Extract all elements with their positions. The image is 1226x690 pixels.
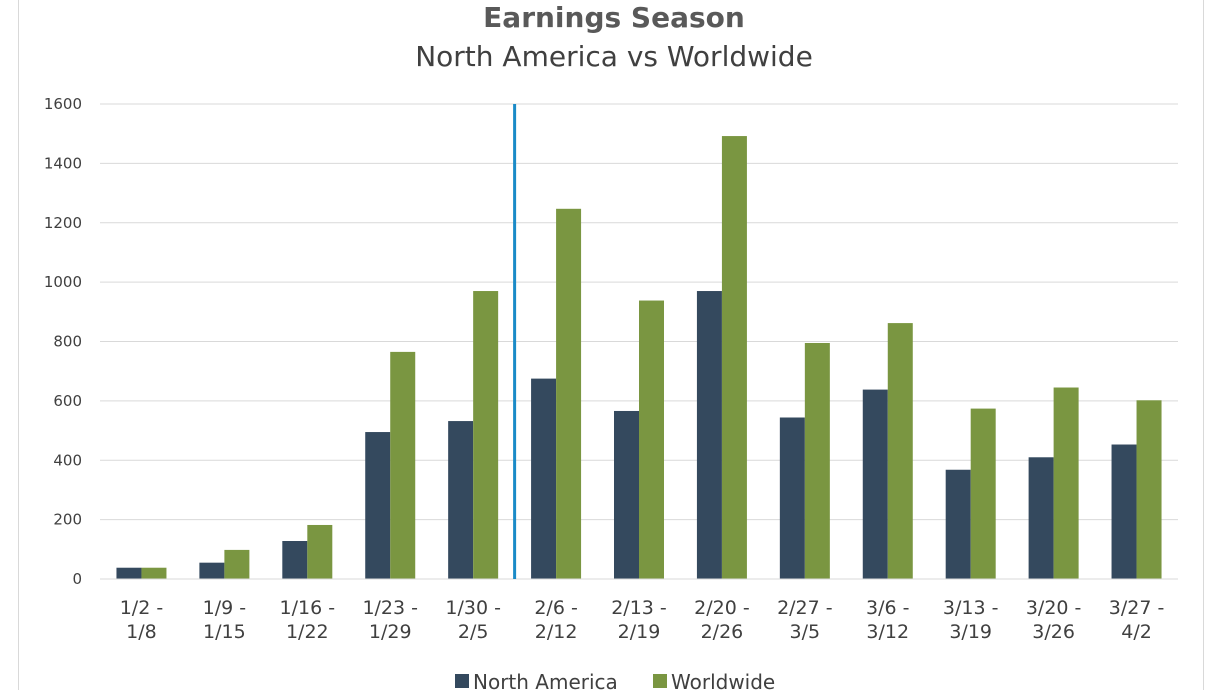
bar-north-america [1028,457,1054,579]
x-tick-label: 1/22 [286,621,329,643]
y-tick-label: 1600 [44,95,82,113]
x-tick-label: 2/27 - [777,597,833,619]
bar-north-america [531,378,557,579]
bar-worldwide [390,351,416,579]
y-tick-label: 400 [53,451,82,469]
bar-worldwide [1136,400,1162,579]
x-tick-label: 1/9 - [203,597,246,619]
chart-title: Earnings Season [483,1,745,34]
x-tick-label: 3/13 - [943,597,999,619]
x-tick-label: 1/8 [126,621,157,643]
bar-north-america [365,432,391,579]
x-tick-label: 1/29 [369,621,412,643]
bar-north-america [945,469,971,579]
bar-worldwide [473,291,499,579]
y-axis: 0 200 400 600 800 1000 1200 1400 1600 [44,95,82,588]
chart-subtitle: North America vs Worldwide [415,40,813,73]
bar-worldwide [970,408,996,579]
bar-worldwide [141,567,167,579]
x-tick-label: 2/5 [458,621,489,643]
x-tick-label: 2/26 [701,621,744,643]
y-tick-label: 0 [72,570,82,588]
x-tick-label: 3/20 - [1026,597,1082,619]
bar-north-america [696,291,722,579]
x-tick-label: 1/23 - [362,597,418,619]
bars [116,136,1162,579]
bar-north-america [282,541,308,579]
x-tick-label: 3/27 - [1109,597,1165,619]
bar-worldwide [887,323,913,579]
legend-swatch [653,674,667,688]
bar-worldwide [804,342,830,579]
y-tick-label: 800 [53,333,82,351]
bar-north-america [1111,444,1137,579]
chart-frame [18,0,1204,690]
x-tick-label: 1/16 - [280,597,336,619]
bar-north-america [779,417,805,579]
bar-worldwide [1053,387,1079,579]
bar-north-america [614,410,639,579]
y-tick-label: 600 [53,392,82,410]
bar-worldwide [224,549,250,579]
x-axis: 1/2 -1/8 1/9 -1/15 1/16 -1/22 1/23 -1/29 1/3… [100,578,1178,643]
bar-north-america [199,562,225,579]
y-tick-label: 200 [53,511,82,529]
x-tick-label: 3/5 [790,621,821,643]
x-tick-label: 1/2 - [120,597,163,619]
bar-worldwide [639,300,664,579]
x-tick-label: 3/6 - [866,597,909,619]
x-tick-label: 2/20 - [694,597,750,619]
bar-worldwide [307,524,333,579]
bar-worldwide [721,136,747,579]
bar-north-america [448,421,474,579]
x-tick-label: 4/2 [1121,621,1152,643]
legend-label: Worldwide [671,670,775,690]
x-tick-label: 2/19 [618,621,661,643]
x-tick-label: 1/15 [203,621,246,643]
x-tick-label: 2/6 - [534,597,577,619]
legend-swatch [455,674,469,688]
bar-worldwide [556,208,582,579]
legend: North America Worldwide [455,670,775,690]
x-tick-label: 2/13 - [611,597,667,619]
x-tick-label: 2/12 [535,621,578,643]
x-tick-label: 3/26 [1032,621,1075,643]
y-tick-label: 1400 [44,154,82,172]
x-tick-label: 3/12 [866,621,909,643]
x-tick-label: 1/30 - [445,597,501,619]
y-tick-label: 1000 [44,273,82,291]
y-tick-label: 1200 [44,214,82,232]
x-tick-label: 3/19 [949,621,992,643]
bar-north-america [116,567,142,579]
bar-north-america [862,389,888,579]
legend-label: North America [473,670,618,690]
